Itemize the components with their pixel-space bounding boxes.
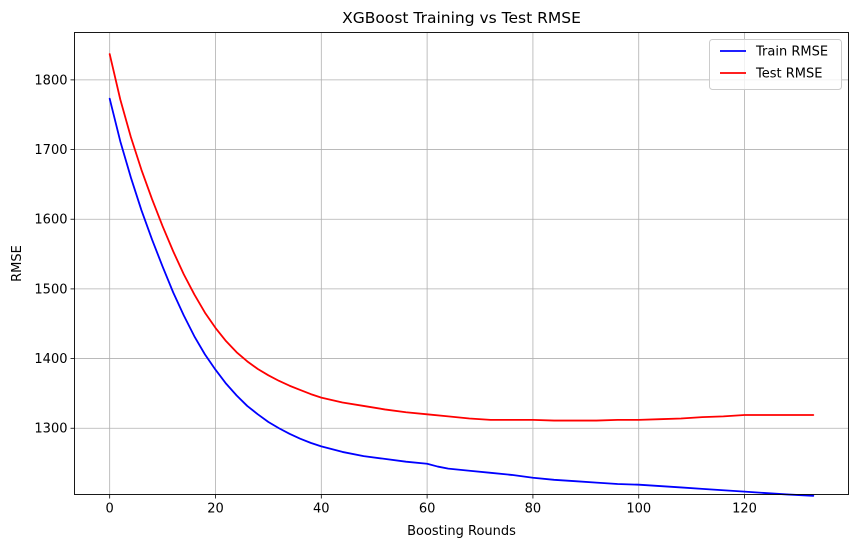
legend-label-train: Train RMSE <box>755 45 828 60</box>
x-tick-label: 120 <box>732 502 757 517</box>
x-tick-label: 40 <box>313 502 330 517</box>
grid <box>74 32 849 495</box>
legend-label-test: Test RMSE <box>755 67 822 82</box>
x-axis-title: Boosting Rounds <box>407 524 516 539</box>
legend-box <box>709 39 842 90</box>
x-tick-label: 80 <box>525 502 542 517</box>
x-tick-label: 20 <box>207 502 224 517</box>
legend: Train RMSE Test RMSE <box>709 39 842 90</box>
series-line-train <box>108 97 815 497</box>
axis-ticks: 0 20 40 60 80 100 120 1300 1400 1500 1600 1700 1800 <box>34 73 757 516</box>
y-tick-label: 1500 <box>34 282 67 297</box>
series-line-test <box>108 53 815 422</box>
x-tick-label: 100 <box>626 502 651 517</box>
y-tick-label: 1600 <box>34 213 67 228</box>
x-tick-label: 0 <box>106 502 114 517</box>
x-tick-label: 60 <box>419 502 436 517</box>
y-tick-label: 1800 <box>34 73 67 88</box>
chart-title: XGBoost Training vs Test RMSE <box>342 9 581 27</box>
y-tick-label: 1400 <box>34 352 67 367</box>
y-axis-title: RMSE <box>10 245 25 282</box>
plot-area-frame <box>74 32 849 495</box>
y-tick-label: 1300 <box>34 422 67 437</box>
y-tick-label: 1700 <box>34 143 67 158</box>
series-layer <box>108 53 815 497</box>
